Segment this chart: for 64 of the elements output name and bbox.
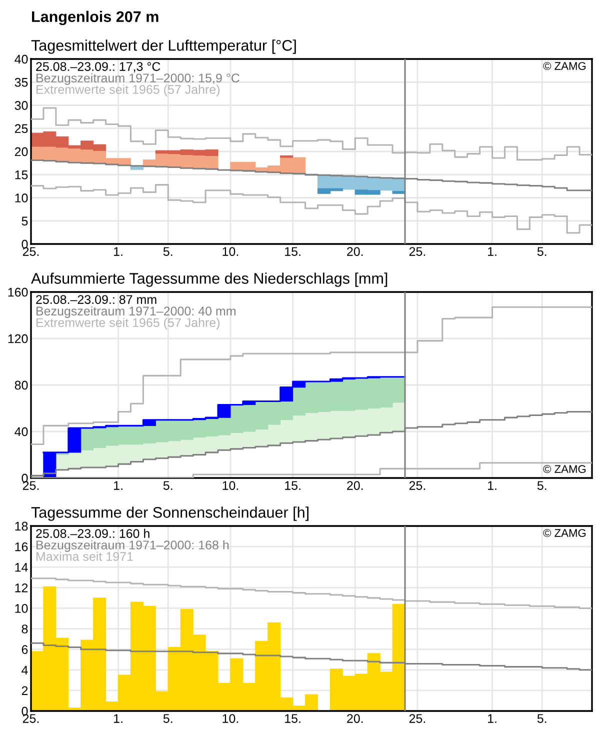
x-tick-label: 10. bbox=[222, 714, 238, 723]
x-tick-label: 20. bbox=[347, 481, 363, 490]
x-tick-label: 1. bbox=[114, 481, 122, 490]
x-tick-label: 1. bbox=[114, 247, 122, 256]
y-tick-label: 18 bbox=[15, 522, 28, 531]
y-tick-label: 15 bbox=[15, 170, 28, 180]
annotation: Extremwerte seit 1965 (57 Jahre) bbox=[36, 84, 220, 96]
y-tick-label: 12 bbox=[15, 583, 28, 592]
y-tick-label: 160 bbox=[8, 288, 28, 297]
x-tick-label: 15. bbox=[285, 247, 300, 256]
chart-subtitle: Tagesmittelwert der Lufttemperatur [°C] bbox=[31, 40, 296, 54]
y-tick-label: 35 bbox=[14, 78, 28, 87]
x-tick-label: 20. bbox=[347, 247, 363, 256]
annotation: © ZAMG bbox=[543, 465, 586, 474]
y-tick-label: 2 bbox=[22, 686, 28, 695]
x-tick-label: 25. bbox=[409, 247, 426, 256]
x-tick-label: 25. bbox=[22, 247, 39, 256]
annotation: Bezugszeitraum 1971–2000: 15,9 °C bbox=[36, 73, 240, 85]
chart-title: Langenlois 207 m bbox=[32, 10, 158, 26]
y-tick-label: 25 bbox=[14, 124, 28, 134]
y-tick-label: 16 bbox=[15, 542, 28, 552]
x-tick-label: 5. bbox=[537, 714, 546, 723]
annotation: © ZAMG bbox=[543, 62, 586, 70]
annotation: Maxima seit 1971 bbox=[36, 552, 133, 561]
annotation: Extremwerte seit 1965 (57 Jahre) bbox=[36, 318, 220, 330]
x-tick-label: 25. bbox=[22, 481, 39, 490]
y-tick-label: 6 bbox=[22, 645, 28, 654]
x-tick-label: 5. bbox=[537, 247, 546, 256]
y-tick-label: 80 bbox=[14, 380, 28, 390]
x-tick-label: 25. bbox=[409, 714, 426, 723]
y-tick-label: 40 bbox=[14, 427, 28, 436]
y-tick-label: 14 bbox=[15, 563, 28, 572]
y-tick-label: 20 bbox=[14, 147, 28, 156]
chart-title: Tagessumme der Sonnenscheindauer [h] bbox=[31, 506, 308, 521]
x-tick-label: 15. bbox=[285, 714, 300, 723]
x-tick-label: 25. bbox=[409, 481, 426, 490]
y-tick-label: 10 bbox=[15, 604, 28, 613]
x-tick-label: 10. bbox=[222, 481, 238, 490]
annotation: Bezugszeitraum 1971–2000: 168 h bbox=[36, 540, 229, 552]
x-tick-label: 5. bbox=[163, 247, 172, 256]
x-tick-label: 15. bbox=[285, 481, 300, 490]
y-tick-label: 30 bbox=[14, 101, 28, 110]
x-tick-label: 1. bbox=[488, 481, 496, 490]
annotation: Bezugszeitraum 1971–2000: 40 mm bbox=[36, 306, 236, 318]
x-tick-label: 5. bbox=[163, 481, 172, 490]
chart-title: Aufsummierte Tagessumme des Niederschlags [mm] bbox=[31, 272, 388, 287]
x-tick-label: 10. bbox=[222, 247, 238, 256]
y-tick-label: 40 bbox=[14, 54, 28, 64]
y-tick-label: 10 bbox=[15, 194, 28, 202]
y-tick-label: 8 bbox=[22, 624, 28, 634]
x-tick-label: 20. bbox=[347, 714, 363, 723]
annotation: © ZAMG bbox=[543, 529, 586, 537]
x-tick-label: 1. bbox=[488, 714, 496, 723]
annotation: 25.08.–23.09.: 87 mm bbox=[36, 295, 156, 304]
y-tick-label: 4 bbox=[22, 666, 28, 674]
x-tick-label: 1. bbox=[114, 714, 122, 723]
y-tick-label: 5 bbox=[22, 216, 28, 226]
annotation: 25.08.–23.09.: 17,3 °C bbox=[36, 62, 160, 72]
x-tick-label: 5. bbox=[537, 481, 546, 490]
y-tick-label: 120 bbox=[8, 334, 28, 344]
x-tick-label: 5. bbox=[163, 714, 172, 723]
x-tick-label: 25. bbox=[22, 714, 39, 723]
annotation: 25.08.–23.09.: 160 h bbox=[36, 528, 150, 538]
x-tick-label: 1. bbox=[488, 247, 496, 256]
